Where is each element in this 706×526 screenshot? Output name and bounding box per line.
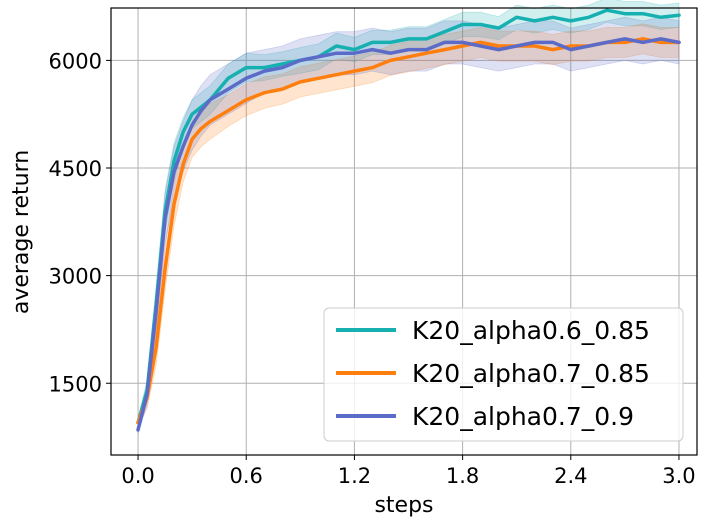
grid-lines [111, 8, 697, 455]
x-axis-label: steps [374, 493, 433, 518]
x-axis-ticks: 0.0 0.6 1.2 1.8 2.4 3.0 [121, 455, 696, 488]
series-line-2 [136, 37, 681, 425]
legend-label-1: K20_alpha0.6_0.85 [412, 316, 650, 345]
legend: K20_alpha0.6_0.85 K20_alpha0.7_0.85 K20_al… [323, 307, 684, 442]
y-tick-label: 6000 [49, 49, 102, 73]
y-tick-label: 4500 [49, 157, 102, 181]
x-tick-label: 1.8 [446, 464, 479, 488]
series-band-1 [137, 0, 680, 427]
x-tick-label: 0.6 [230, 464, 263, 488]
y-tick-label: 3000 [49, 265, 102, 289]
x-tick-label: 1.2 [338, 464, 371, 488]
y-tick-label: 1500 [49, 372, 102, 396]
x-tick-label: 3.0 [662, 464, 695, 488]
series-lines [136, 8, 681, 432]
x-tick-label: 2.4 [554, 464, 587, 488]
series-line-3 [136, 37, 681, 432]
series-line-1 [136, 8, 681, 425]
x-tick-label: 0.0 [121, 464, 154, 488]
y-axis-label: average return [9, 150, 34, 314]
plot-frame [110, 7, 698, 456]
legend-box [323, 307, 684, 442]
legend-label-3: K20_alpha0.7_0.9 [412, 402, 634, 431]
y-axis-ticks: 1500 3000 4500 6000 [49, 49, 111, 396]
legend-label-2: K20_alpha0.7_0.85 [412, 359, 650, 388]
series-band-2 [137, 23, 680, 427]
